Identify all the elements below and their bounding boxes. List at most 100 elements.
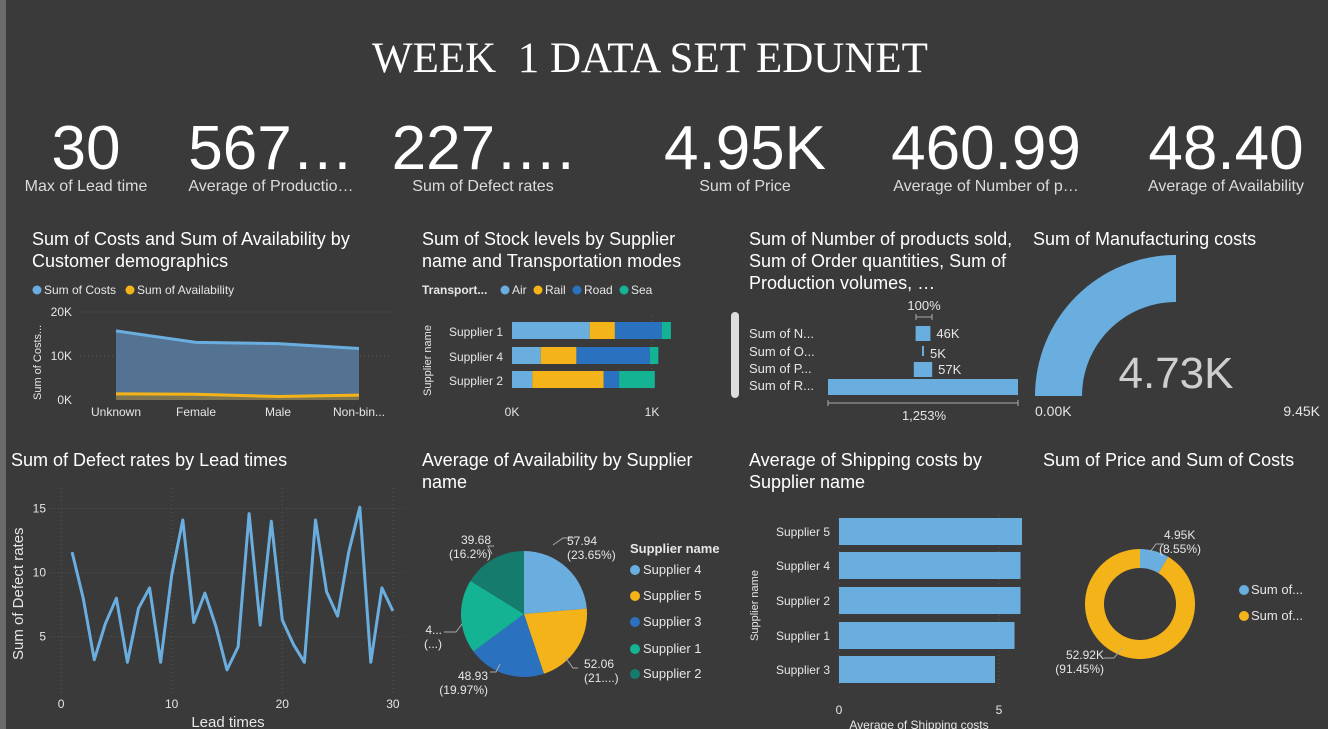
legend-label: Supplier 3 (643, 614, 702, 629)
bar-segment-road[interactable] (603, 371, 620, 388)
bar-segments[interactable] (512, 322, 671, 388)
legend-label-air: Air (512, 283, 527, 297)
data-label: 48.93 (458, 669, 488, 683)
bar-supplier-5[interactable] (839, 518, 1022, 545)
line-sum-of-costs[interactable] (115, 329, 360, 351)
bar-supplier-1[interactable] (839, 622, 1015, 649)
donut-slices[interactable] (1085, 549, 1195, 659)
bars[interactable] (839, 518, 1022, 683)
y-tick: Supplier 4 (776, 559, 830, 573)
slice-sum-of-price[interactable] (1140, 549, 1169, 574)
bar-segment-rail[interactable] (532, 371, 604, 388)
data-label: 57.94 (567, 534, 597, 548)
leader-line (1149, 543, 1164, 553)
legend-dot (1239, 611, 1249, 621)
data-label: 5K (930, 346, 946, 361)
bar-supplier-4[interactable] (839, 552, 1021, 579)
legend-label-sea: Sea (631, 283, 653, 297)
leader-line (490, 663, 501, 673)
kpi-value: 227…. (391, 114, 575, 183)
kpi-card-sum-defect-rates[interactable]: 227…. Sum of Defect rates (385, 118, 581, 196)
slice-supplier-2[interactable] (470, 551, 524, 614)
bar-segment-sea[interactable] (661, 322, 671, 339)
funnel-bar[interactable] (922, 346, 924, 356)
bar-segment-road[interactable] (576, 347, 650, 364)
stacked-bar-chart-stock-levels[interactable]: Transport... Air Rail Road Sea Supplier … (418, 278, 718, 428)
window-left-edge (0, 0, 6, 729)
data-label: 57K (938, 362, 961, 377)
category-label: Sum of P... (749, 361, 812, 376)
x-tick: 0 (836, 703, 843, 717)
y-tick: 10K (51, 349, 72, 363)
funnel-bar[interactable] (913, 362, 933, 377)
kpi-card-avg-production[interactable]: 567… Average of Productio… (178, 118, 364, 196)
leader-line (487, 545, 494, 555)
bar-segment-sea[interactable] (649, 347, 659, 364)
data-label: 52.06 (584, 657, 614, 671)
bar-segment-road[interactable] (614, 322, 662, 339)
data-label: (19.97%) (439, 683, 488, 697)
bar-segment-air[interactable] (512, 322, 590, 339)
y-tick: 5 (39, 630, 46, 644)
gauge-min: 0.00K (1035, 403, 1072, 419)
kpi-label: Max of Lead time (24, 178, 148, 195)
leader-line (1104, 647, 1123, 659)
legend-dot (630, 591, 640, 601)
leader-line (552, 537, 575, 546)
slice-supplier-1[interactable] (461, 580, 524, 652)
gauge-manufacturing-costs[interactable]: 4.73K 0.00K 9.45K (1028, 254, 1328, 424)
legend-label-road: Road (584, 283, 613, 297)
y-axis-label: Sum of Defect rates (10, 527, 27, 660)
x-tick: 0 (58, 697, 65, 711)
data-label: (16.2%) (449, 547, 491, 561)
x-tick: 0K (505, 405, 520, 419)
bar-supplier-2[interactable] (839, 587, 1021, 614)
legend-dot (630, 565, 640, 575)
slice-supplier-5[interactable] (524, 608, 587, 674)
y-tick: 20K (51, 305, 72, 319)
kpi-label: Average of Productio… (188, 178, 354, 195)
scrollbar-thumb[interactable] (731, 312, 739, 398)
funnel-bar[interactable] (828, 379, 1018, 395)
funnel-chart-products-orders[interactable]: 100% Sum of N... Sum of O... Sum of P...… (728, 296, 1028, 426)
kpi-value: 567… (188, 114, 354, 183)
bar-segment-air[interactable] (512, 371, 533, 388)
kpi-card-avg-availability[interactable]: 48.40 Average of Availability (1132, 118, 1320, 196)
x-tick: Female (176, 405, 216, 419)
line-sum-of-availability[interactable] (115, 392, 360, 398)
bar-segment-rail[interactable] (540, 347, 577, 364)
pie-chart-availability-supplier[interactable]: 57.94 (23.65%) 52.06 (21....) 48.93 (19.… (418, 500, 738, 729)
kpi-card-max-lead-time[interactable]: 30 Max of Lead time (20, 118, 152, 196)
kpi-card-sum-price[interactable]: 4.95K Sum of Price (650, 118, 840, 196)
bottom-percent-label: 1,253% (902, 408, 947, 423)
bar-segment-air[interactable] (512, 347, 541, 364)
area-chart-costs-availability[interactable]: Sum of Costs Sum of Availability 20K 10K… (28, 278, 398, 428)
legend-dot-air (500, 285, 510, 295)
x-axis-label: Average of Shipping costs (849, 718, 988, 729)
kpi-value: 48.40 (1148, 114, 1304, 183)
slice-supplier-4[interactable] (524, 551, 587, 614)
slice-sum-of-costs[interactable] (1085, 549, 1195, 659)
line-sum-of-defect-rates[interactable] (70, 505, 395, 672)
data-label: (21....) (584, 671, 619, 685)
bar-segment-rail[interactable] (589, 322, 615, 339)
visual-title-stock-levels: Sum of Stock levels by Supplier name and… (422, 229, 682, 271)
slice-supplier-3[interactable] (473, 614, 544, 677)
bar-segment-sea[interactable] (619, 371, 655, 388)
data-label: 46K (936, 326, 959, 341)
y-tick: Supplier 2 (449, 374, 503, 388)
legend-dot-sea (619, 285, 629, 295)
data-label: 39.68 (461, 533, 491, 547)
line-chart-defect-rates[interactable]: Sum of Defect rates 5 10 15 0 10 20 30 Lead ti… (6, 478, 406, 729)
funnel-bar[interactable] (915, 326, 931, 341)
area-sum-of-costs[interactable] (116, 330, 359, 400)
donut-chart-price-costs[interactable]: 4.95K (8.55%) 52.92K (91.45%) Sum of... … (1034, 520, 1328, 690)
pie-slices[interactable] (461, 551, 587, 677)
visual-title-products-orders: Sum of Number of products sold, Sum of O… (749, 229, 1013, 293)
bar-supplier-3[interactable] (839, 656, 995, 683)
x-tick: Male (265, 405, 291, 419)
legend-dot (630, 617, 640, 627)
kpi-card-avg-number-products[interactable]: 460.99 Average of Number of p… (878, 118, 1094, 196)
bar-chart-shipping-costs[interactable]: Supplier name Supplier 5 Supplier 4 Supp… (744, 505, 1034, 729)
